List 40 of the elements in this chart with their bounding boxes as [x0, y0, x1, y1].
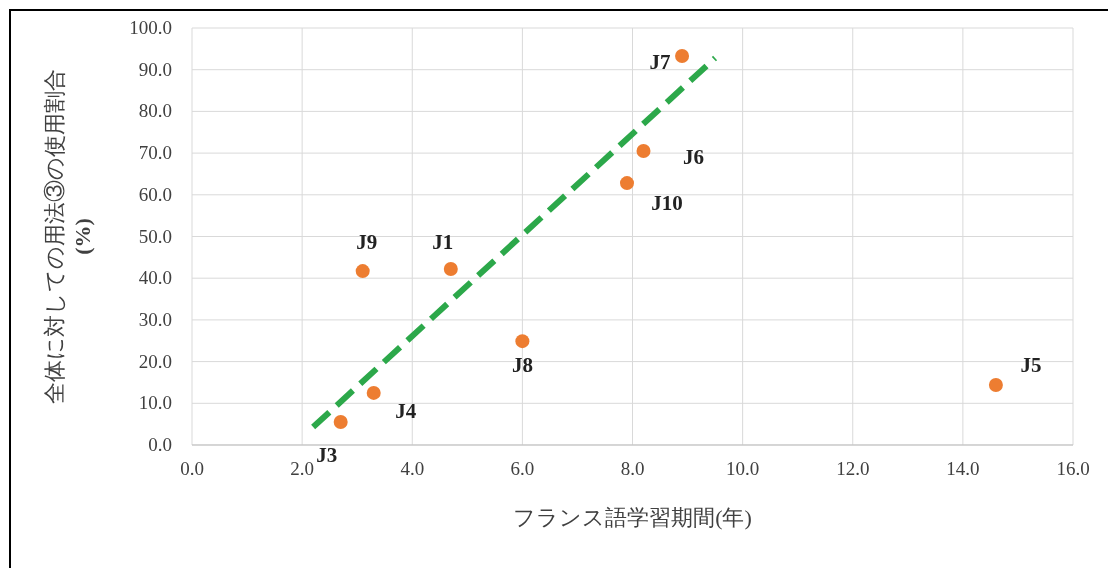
y-tick-label: 20.0: [138, 350, 172, 372]
point: [355, 264, 370, 279]
annotation: J6: [683, 145, 705, 170]
x-tick-label: 0.0: [180, 458, 204, 479]
point: [515, 334, 530, 349]
y-tick-label: 70.0: [138, 142, 172, 164]
x-tick-label: 2.0: [290, 458, 314, 479]
x-tick-label: 14.0: [946, 458, 980, 479]
point: [636, 144, 651, 159]
x-tick-label: 16.0: [1056, 458, 1090, 479]
x-tick-label: 4.0: [400, 458, 425, 479]
x-tick-label: 6.0: [510, 458, 535, 479]
annotation: J10: [651, 191, 683, 216]
y-tick-label: 30.0: [138, 308, 172, 330]
annotation: J8: [511, 353, 533, 378]
annotation: J5: [1020, 352, 1042, 377]
y-tick-label: 10.0: [138, 392, 172, 414]
point: [988, 377, 1003, 392]
y-tick-label: 0.0: [148, 434, 172, 455]
y-tick-label: 90.0: [138, 58, 172, 80]
annotation: J7: [649, 49, 671, 74]
point: [333, 415, 348, 430]
y-tick-label: 40.0: [138, 267, 172, 289]
annotation: J3: [316, 443, 338, 468]
x-tick-label: 10.0: [726, 458, 760, 479]
y-axis-title: 全体に対しての用法③の使用割合 (%): [42, 69, 95, 404]
x-tick-label: 8.0: [620, 458, 645, 479]
point: [675, 48, 690, 63]
x-tick-label: 12.0: [836, 458, 870, 479]
y-tick-label: 80.0: [138, 100, 172, 122]
point: [443, 262, 458, 277]
annotation: J9: [356, 230, 378, 255]
y-tick-label: 100.0: [129, 17, 172, 38]
annotation: J1: [432, 230, 454, 255]
point: [619, 176, 634, 191]
y-tick-label: 50.0: [138, 225, 172, 247]
annotation: J4: [395, 398, 417, 423]
x-axis-title: フランス語学習期間(年): [513, 505, 752, 530]
y-tick-label: 60.0: [138, 183, 172, 205]
point: [366, 385, 381, 400]
